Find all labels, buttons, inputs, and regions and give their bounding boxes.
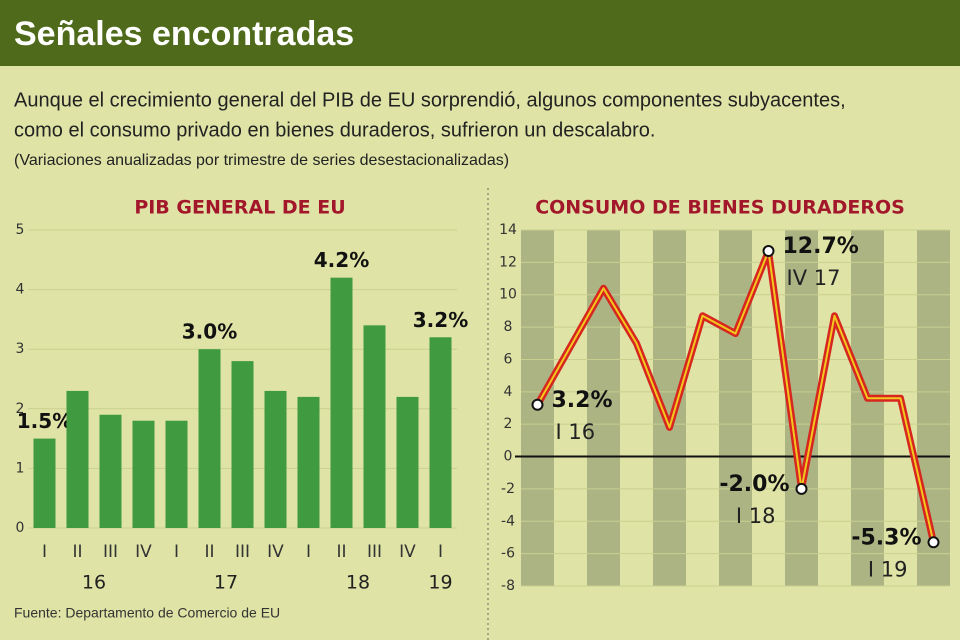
bar	[429, 337, 452, 528]
point-label: I 16	[556, 420, 596, 444]
bar	[330, 277, 353, 528]
column-shade	[719, 230, 752, 586]
lead: como el consumo privado en bienes durade…	[14, 119, 655, 141]
x-tick-label: I	[42, 542, 47, 562]
y-tick-label: 4	[16, 282, 25, 298]
x-tick-label: IV	[267, 542, 284, 562]
y-tick-label: 1	[16, 460, 25, 476]
value-label: -2.0%	[719, 472, 789, 497]
chart-title: CONSUMO DE BIENES DURADEROS	[535, 197, 905, 219]
value-label: 3.0%	[182, 320, 237, 344]
point-label: IV 17	[787, 266, 841, 290]
x-tick-label: IV	[399, 542, 416, 562]
point	[531, 398, 544, 411]
bar	[165, 420, 188, 528]
column-shade	[653, 230, 686, 586]
y-tick-label: 6	[504, 351, 513, 367]
column-shade	[851, 230, 884, 586]
bar	[363, 325, 386, 528]
y-tick-label: 10	[499, 287, 517, 303]
x-tick-label: III	[103, 542, 118, 562]
source: Fuente: Departamento de Comercio de EU	[14, 605, 280, 621]
value-label: 3.2%	[552, 388, 613, 413]
y-tick-label: 2	[504, 416, 513, 432]
y-tick-label: 4	[504, 384, 513, 400]
lead: Aunque el crecimiento general del PIB de…	[14, 89, 846, 111]
point-label: I 19	[868, 557, 908, 581]
value-label: 1.5%	[17, 409, 72, 433]
y-tick-label: 12	[499, 254, 517, 270]
title: Señales encontradas	[14, 15, 354, 53]
bar	[198, 349, 221, 528]
bar	[264, 390, 287, 528]
line-core	[536, 250, 935, 543]
y-tick-label: 0	[504, 449, 513, 465]
group-label: 18	[346, 572, 370, 594]
header-band	[0, 0, 960, 66]
x-tick-label: III	[235, 542, 250, 562]
bar	[297, 396, 320, 528]
x-tick-label: II	[72, 542, 82, 562]
y-tick-label: -4	[501, 513, 515, 529]
bar	[99, 414, 122, 528]
y-tick-label: -8	[501, 578, 515, 594]
y-tick-label: 14	[499, 222, 517, 238]
x-tick-label: I	[174, 542, 179, 562]
y-tick-label: 8	[504, 319, 513, 335]
bar	[396, 396, 419, 528]
value-label: 3.2%	[413, 308, 468, 332]
x-tick-label: II	[336, 542, 346, 562]
y-tick-label: 0	[16, 520, 25, 536]
bar	[33, 438, 56, 528]
note: (Variaciones anualizadas por trimestre d…	[14, 152, 509, 169]
x-tick-label: II	[204, 542, 214, 562]
chart-title: PIB GENERAL DE EU	[134, 197, 345, 219]
y-tick-label: 3	[16, 341, 25, 357]
point	[927, 536, 940, 549]
point-label: I 18	[736, 504, 776, 528]
bar	[66, 390, 89, 528]
bar	[132, 420, 155, 528]
group-label: 17	[214, 572, 238, 594]
bar	[231, 361, 254, 528]
value-label: 4.2%	[314, 248, 369, 272]
y-tick-label: 2	[16, 401, 25, 417]
value-label: -5.3%	[851, 525, 921, 550]
value-label: 12.7%	[783, 234, 859, 259]
y-tick-label: -6	[501, 546, 515, 562]
group-label: 19	[428, 572, 452, 594]
x-tick-label: IV	[135, 542, 152, 562]
point	[795, 482, 808, 495]
point	[762, 245, 775, 258]
x-tick-label: I	[438, 542, 443, 562]
x-tick-label: III	[367, 542, 382, 562]
x-tick-label: I	[306, 542, 311, 562]
group-label: 16	[82, 572, 106, 594]
y-tick-label: -2	[501, 481, 515, 497]
y-tick-label: 5	[16, 222, 25, 238]
